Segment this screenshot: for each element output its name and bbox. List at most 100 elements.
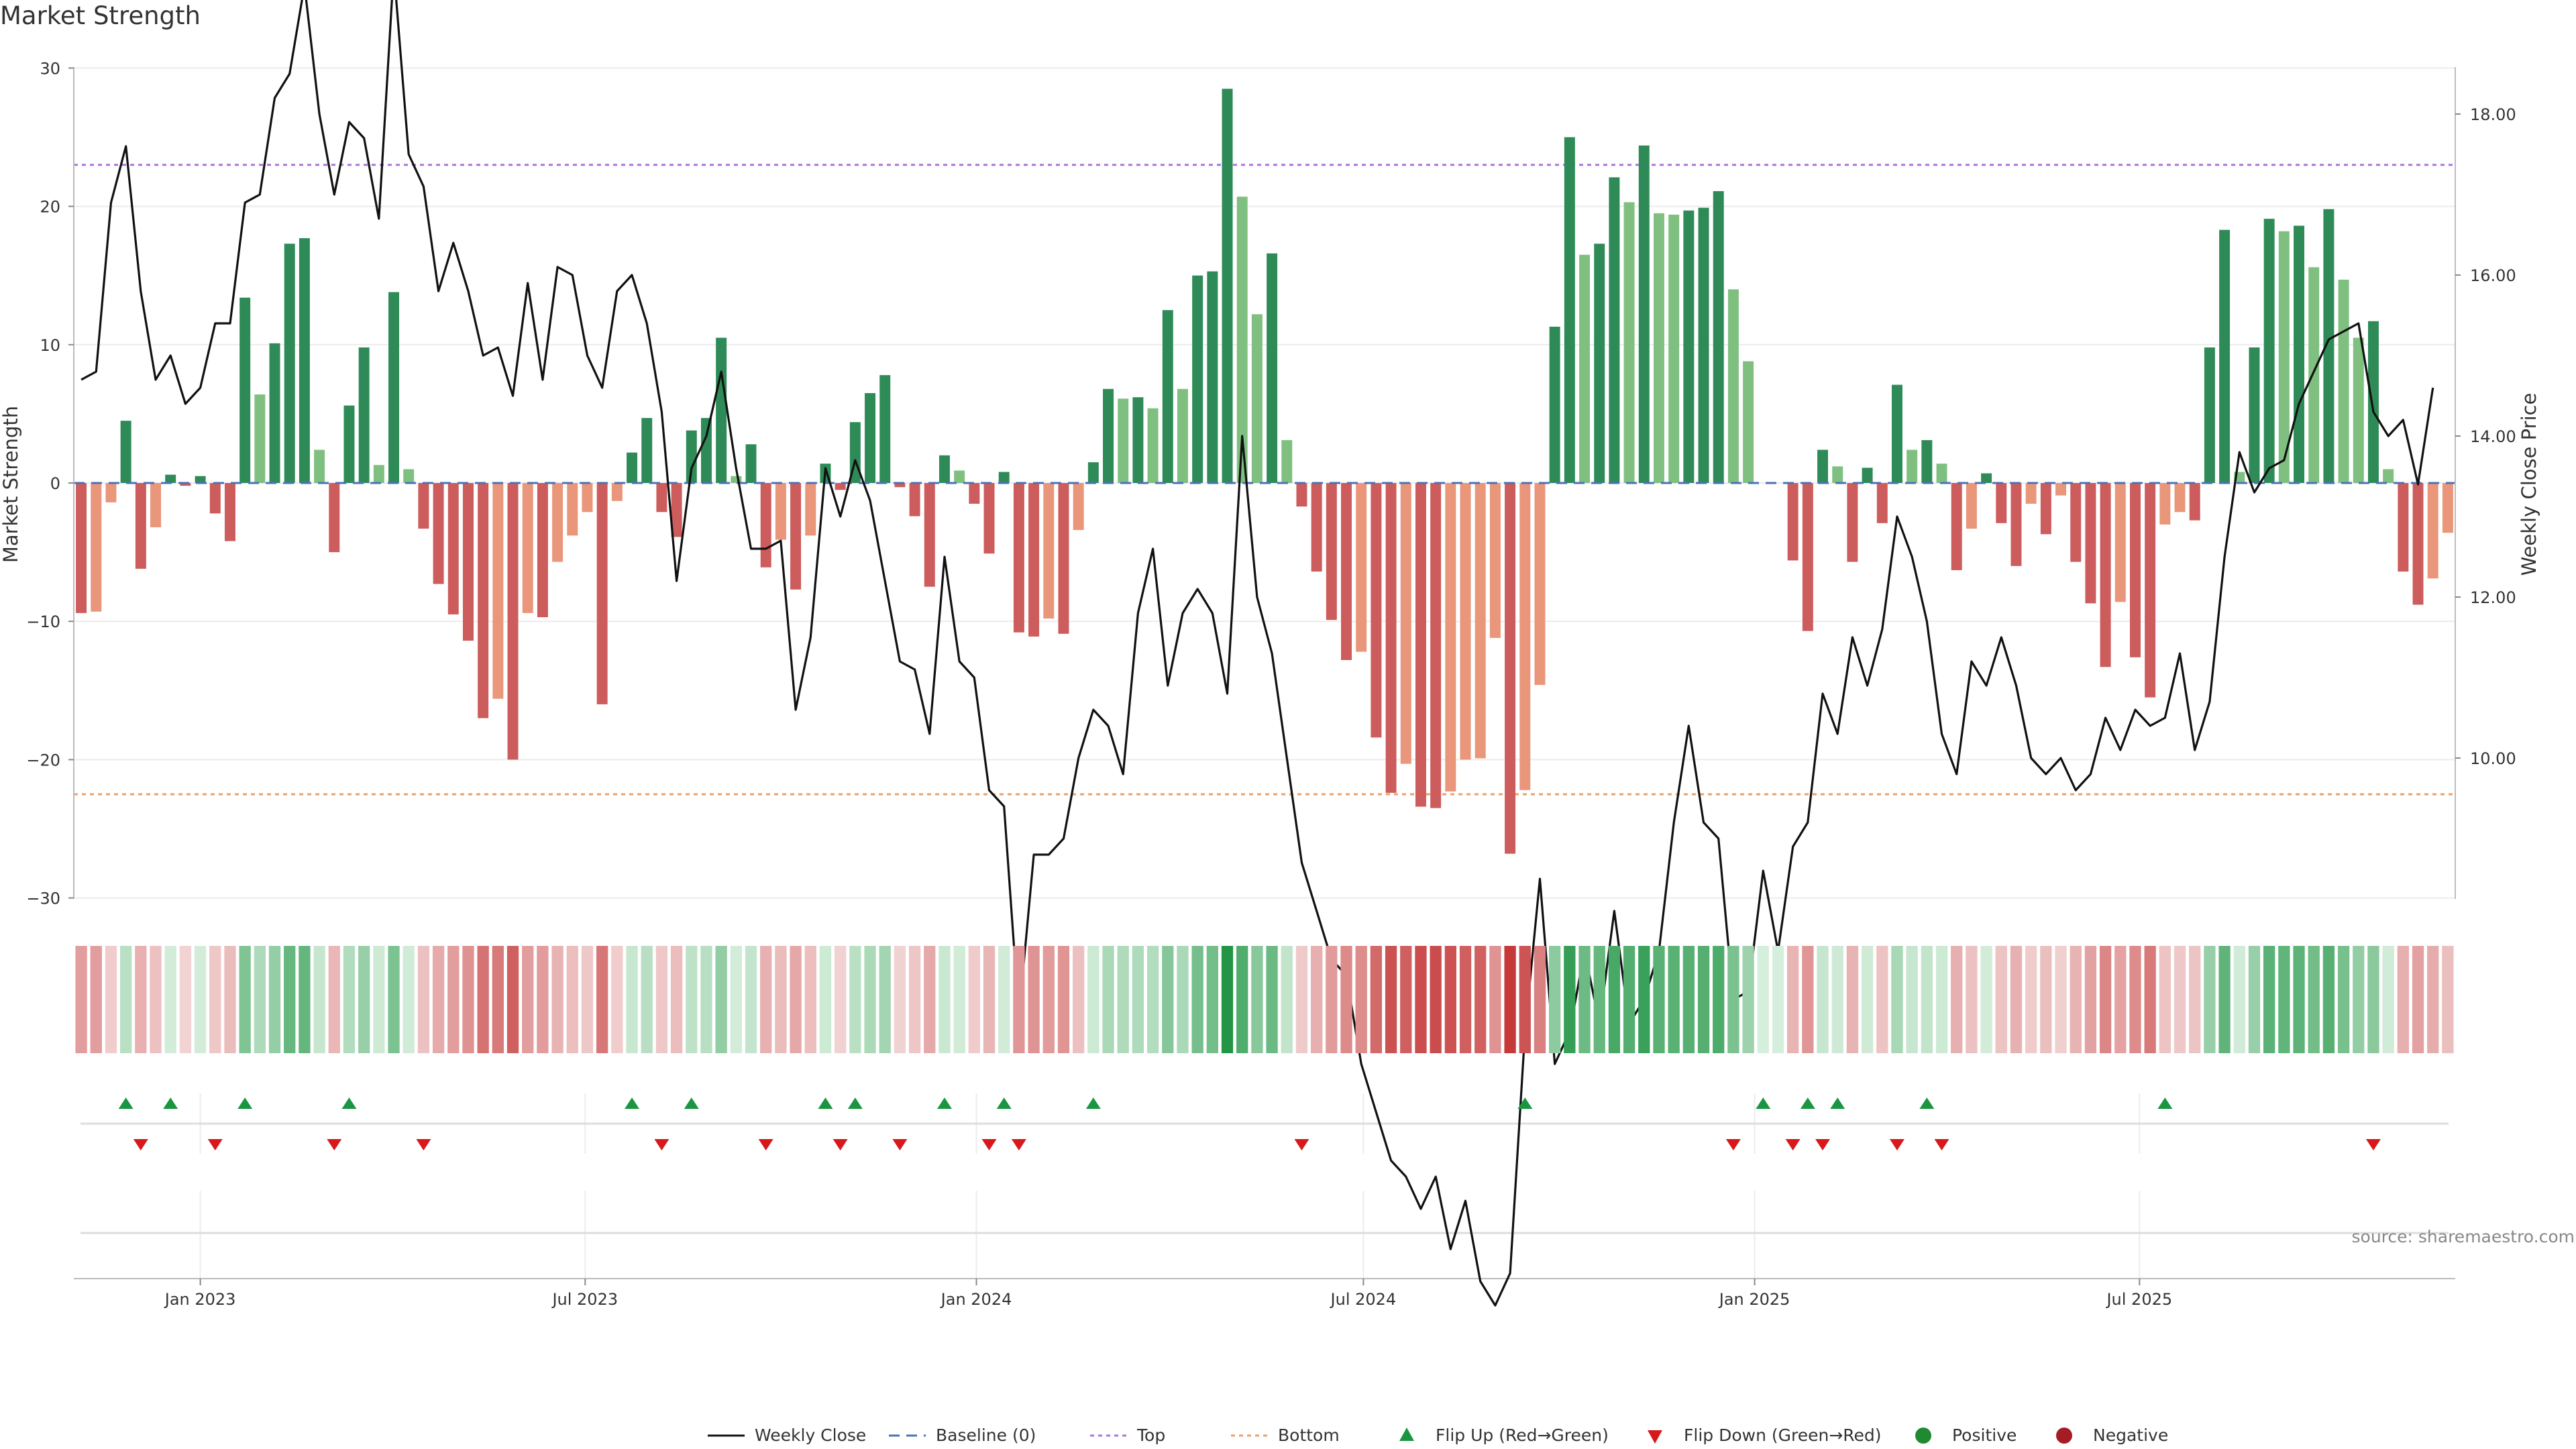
heatmap-cell	[2218, 946, 2231, 1053]
flip-down-marker	[1725, 1139, 1741, 1150]
flip-down-marker	[1815, 1139, 1831, 1150]
strength-bar	[537, 483, 548, 618]
heatmap-cell	[968, 946, 980, 1053]
strength-bar	[2383, 469, 2394, 483]
flip-up-marker	[341, 1097, 357, 1109]
y-tick-label: 10	[40, 336, 60, 355]
strength-bar	[2159, 483, 2171, 525]
heatmap-cell	[1564, 946, 1576, 1053]
strength-bar	[1073, 483, 1084, 531]
heatmap-cell	[537, 946, 549, 1053]
heatmap-cell	[998, 946, 1010, 1053]
heatmap-cell	[150, 946, 162, 1053]
strength-bar	[2010, 483, 2022, 566]
strength-bar	[76, 483, 87, 613]
strength-bar	[2338, 279, 2349, 483]
heatmap-cell	[1191, 946, 1203, 1053]
strength-bar	[224, 483, 235, 541]
date-axis: Jan 2023 Jul 2023 Jan 2024 Jul 2024 Jan 2025…	[164, 1279, 2172, 1309]
heatmap-cell	[596, 946, 608, 1053]
heatmap-cell	[953, 946, 965, 1053]
strength-bar	[2353, 337, 2364, 483]
heatmap-cell	[1966, 946, 1978, 1053]
y2-tick-label: 12.00	[2470, 588, 2516, 607]
heatmap-cell	[1444, 946, 1456, 1053]
flip-up-marker	[1800, 1097, 1815, 1109]
strength-bar	[2189, 483, 2200, 521]
heatmap-cell	[164, 946, 176, 1053]
strength-bar	[1936, 464, 1947, 483]
flip-down-marker	[207, 1139, 223, 1150]
heatmap-cell	[90, 946, 102, 1053]
strength-bar	[1817, 449, 1829, 483]
strength-bar	[1222, 89, 1233, 483]
strength-bar	[1132, 397, 1144, 483]
heatmap-cell	[1906, 946, 1918, 1053]
heatmap-cell	[2367, 946, 2379, 1053]
legend-positive-dot	[1915, 1428, 1931, 1444]
strength-bar	[2129, 483, 2141, 657]
heatmap-cell	[268, 946, 281, 1053]
heatmap-cell	[2189, 946, 2201, 1053]
heatmap-cell	[804, 946, 816, 1053]
heatmap-cell	[2337, 946, 2350, 1053]
strength-bar	[1727, 289, 1739, 483]
strength-bar	[1862, 468, 1873, 483]
strength-bar	[582, 483, 593, 513]
heatmap-cell	[1281, 946, 1293, 1053]
right-axis: 18.00 16.00 14.00 12.00 10.00	[2455, 67, 2516, 899]
strength-bar	[2174, 483, 2186, 513]
heatmap-cell	[864, 946, 876, 1053]
heatmap-cell	[686, 946, 698, 1053]
strength-bar	[507, 483, 519, 760]
heatmap-cell	[1534, 946, 1546, 1053]
heatmap-cell	[2442, 946, 2454, 1053]
legend-label: Bottom	[1278, 1426, 1340, 1445]
strength-bar	[1787, 483, 1799, 561]
heatmap-cell	[1742, 946, 1754, 1053]
heatmap-cell	[1593, 946, 1605, 1053]
strength-bar	[671, 483, 682, 537]
strength-bar	[1802, 483, 1813, 631]
strength-bar	[686, 430, 697, 483]
heatmap-cell	[1087, 946, 1099, 1053]
strength-bar	[1445, 483, 1456, 792]
strength-bar	[1147, 408, 1159, 483]
heatmap-cell	[983, 946, 996, 1053]
heatmap-cell	[1653, 946, 1665, 1053]
heatmap-cell	[745, 946, 757, 1053]
strength-bar	[2278, 231, 2290, 483]
flip-down-marker	[892, 1139, 908, 1150]
heatmap-cell	[670, 946, 683, 1053]
x-tick-label: Jul 2024	[1330, 1290, 1397, 1309]
heatmap-cell	[2263, 946, 2275, 1053]
flip-up-marker	[163, 1097, 178, 1109]
y-tick-label: −30	[26, 890, 60, 908]
legend: Weekly Close Baseline (0) Top Bottom Flip Up…	[708, 1426, 2168, 1445]
strength-bar	[165, 474, 176, 483]
flip-down-marker	[327, 1139, 342, 1150]
strength-bar	[2055, 483, 2067, 496]
strength-bar	[1907, 449, 1918, 483]
legend-item: Baseline (0)	[889, 1426, 1036, 1445]
heatmap-cell	[2293, 946, 2305, 1053]
heatmap-cell	[1980, 946, 1992, 1053]
flip-up-marker	[1830, 1097, 1845, 1109]
strength-bar	[656, 483, 667, 513]
heatmap-cell	[1221, 946, 1234, 1053]
heatmap-cell	[1549, 946, 1561, 1053]
strength-bar	[150, 483, 162, 527]
strength-bar	[835, 483, 846, 490]
heatmap-cell	[506, 946, 519, 1053]
flip-up-marker	[996, 1097, 1012, 1109]
heatmap-cell	[2055, 946, 2067, 1053]
heatmap-cell	[1713, 946, 1725, 1053]
flip-down-marker	[1785, 1139, 1801, 1150]
strength-bar	[2249, 347, 2260, 483]
legend-item: Negative	[2056, 1426, 2168, 1445]
heatmap-cell	[388, 946, 400, 1053]
heatmap-cell	[1802, 946, 1814, 1053]
strength-bar	[2204, 347, 2215, 483]
flip-up-marker	[2157, 1097, 2173, 1109]
